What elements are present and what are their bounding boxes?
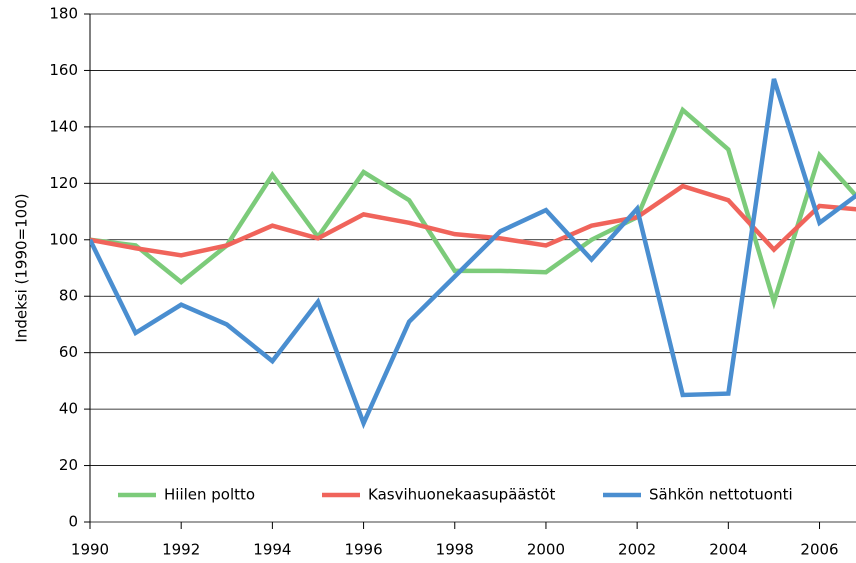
x-tick-label: 1990 (71, 541, 109, 559)
legend-label: Hiilen poltto (164, 486, 255, 504)
legend-label: Sähkön nettotuonti (649, 486, 793, 504)
plot-area (90, 78, 856, 430)
y-tick-label: 120 (49, 174, 78, 192)
y-tick-label: 140 (49, 117, 78, 135)
y-axis-label: Indeksi (1990=100) (13, 193, 31, 342)
x-tick-label: 1998 (436, 541, 474, 559)
x-tick-label: 2004 (709, 541, 747, 559)
x-tick-label: 2002 (618, 541, 656, 559)
x-tick-label: 1992 (162, 541, 200, 559)
y-tick-label: 40 (59, 400, 78, 418)
y-tick-label: 100 (49, 230, 78, 248)
legend-label: Kasvihuonekaasupäästöt (368, 486, 555, 504)
y-tick-label: 80 (59, 287, 78, 305)
y-tick-label: 180 (49, 5, 78, 23)
x-tick-label: 1996 (344, 541, 382, 559)
x-tick-label: 1994 (253, 541, 291, 559)
y-tick-label: 160 (49, 61, 78, 79)
line-series (90, 183, 856, 258)
line-series (90, 106, 856, 310)
y-tick-label: 60 (59, 343, 78, 361)
line-series (90, 78, 856, 430)
y-tick-label: 0 (68, 513, 78, 531)
y-tick-label: 20 (59, 456, 78, 474)
x-tick-label: 2006 (800, 541, 838, 559)
x-tick-label: 2000 (527, 541, 565, 559)
